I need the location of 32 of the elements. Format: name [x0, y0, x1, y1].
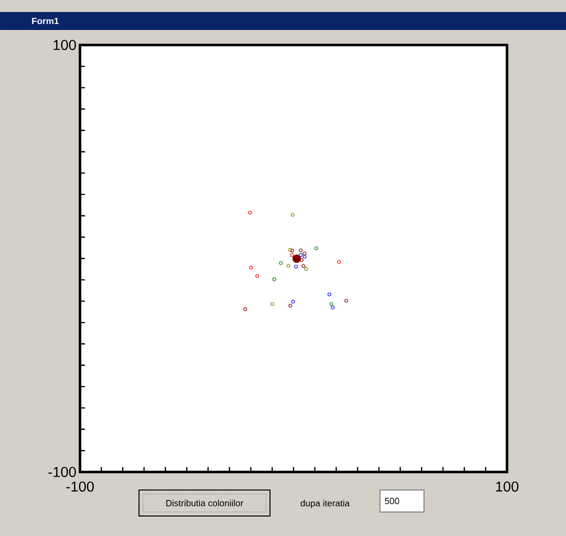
point [314, 246, 318, 250]
point [286, 264, 290, 268]
point [304, 267, 308, 271]
text: 500 [384, 498, 400, 504]
point [249, 266, 253, 270]
point [298, 253, 303, 257]
point [298, 248, 303, 252]
point [288, 248, 292, 252]
point [272, 277, 276, 282]
point [300, 258, 304, 262]
chart-title: Form1 [32, 18, 59, 24]
point [302, 254, 307, 259]
point [329, 302, 334, 306]
point [248, 210, 252, 214]
point [243, 307, 248, 312]
point [344, 298, 348, 303]
point [290, 248, 294, 252]
text: dupa iteratia [300, 500, 350, 508]
point [255, 274, 260, 278]
point [330, 305, 335, 310]
text: Distributia coloniilor [166, 500, 244, 506]
point [327, 292, 332, 296]
point [270, 302, 274, 306]
point [279, 261, 283, 265]
point [290, 253, 294, 257]
point [301, 264, 306, 268]
point [337, 260, 341, 264]
point [302, 251, 307, 256]
point [291, 300, 295, 304]
point [290, 212, 295, 217]
point [288, 304, 292, 308]
point [294, 264, 298, 268]
